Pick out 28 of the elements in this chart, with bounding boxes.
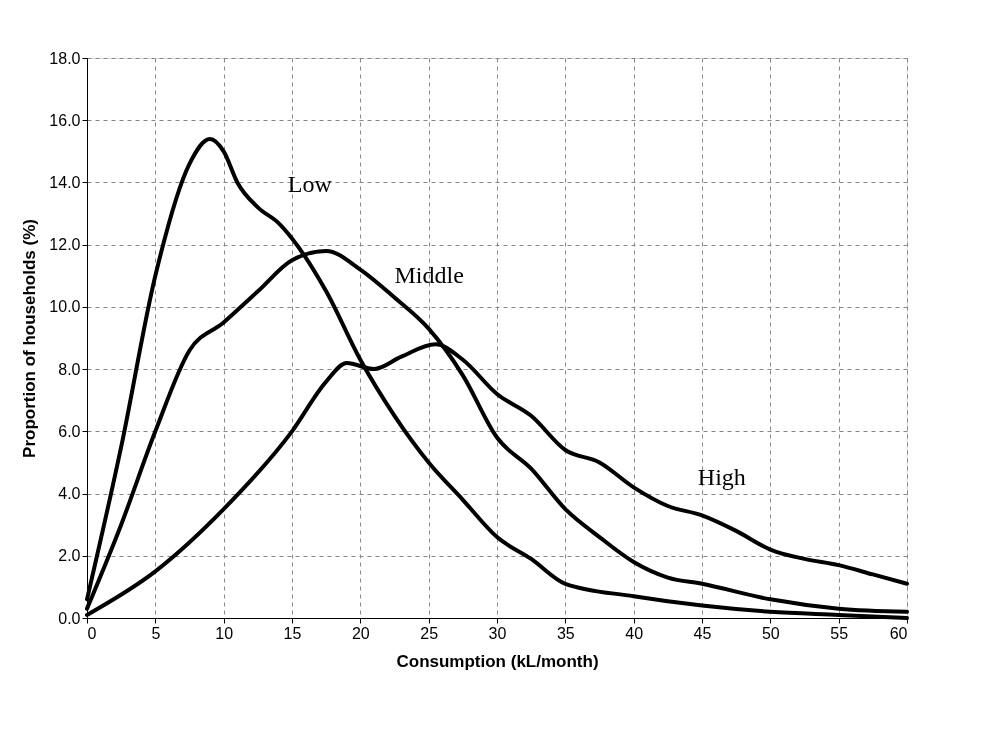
y-axis-title: Proportion of households (%) <box>20 219 40 458</box>
x-tick-label: 15 <box>283 624 302 642</box>
x-tick-label: 35 <box>556 624 575 642</box>
x-tick-label: 20 <box>351 624 370 642</box>
y-tick-label: 0.0 <box>58 609 81 627</box>
x-tick-label: 25 <box>420 624 439 642</box>
y-tick-label: 18.0 <box>49 49 81 67</box>
x-tick-label: 0 <box>87 624 97 642</box>
y-tick-label: 2.0 <box>58 547 81 565</box>
y-tick-label: 6.0 <box>58 422 81 440</box>
series-label: Middle <box>394 261 464 288</box>
x-tick-label: 60 <box>889 624 908 642</box>
x-axis-title: Consumption (kL/month) <box>396 651 599 671</box>
series-label: High <box>697 464 746 490</box>
y-tick-label: 8.0 <box>58 360 81 378</box>
y-tick-label: 4.0 <box>58 485 81 503</box>
x-tick-label: 50 <box>761 624 780 642</box>
x-tick-label: 55 <box>830 624 849 642</box>
y-tick-label: 14.0 <box>49 173 81 191</box>
x-tick-label: 5 <box>151 624 161 642</box>
y-tick-label: 12.0 <box>49 236 81 254</box>
x-tick-label: 10 <box>215 624 234 642</box>
series-label: Low <box>287 171 333 198</box>
x-tick-label: 40 <box>625 624 644 642</box>
x-tick-label: 45 <box>693 624 712 642</box>
y-tick-label: 10.0 <box>49 298 81 316</box>
y-tick-label: 16.0 <box>49 111 81 129</box>
x-tick-label: 30 <box>488 624 507 642</box>
